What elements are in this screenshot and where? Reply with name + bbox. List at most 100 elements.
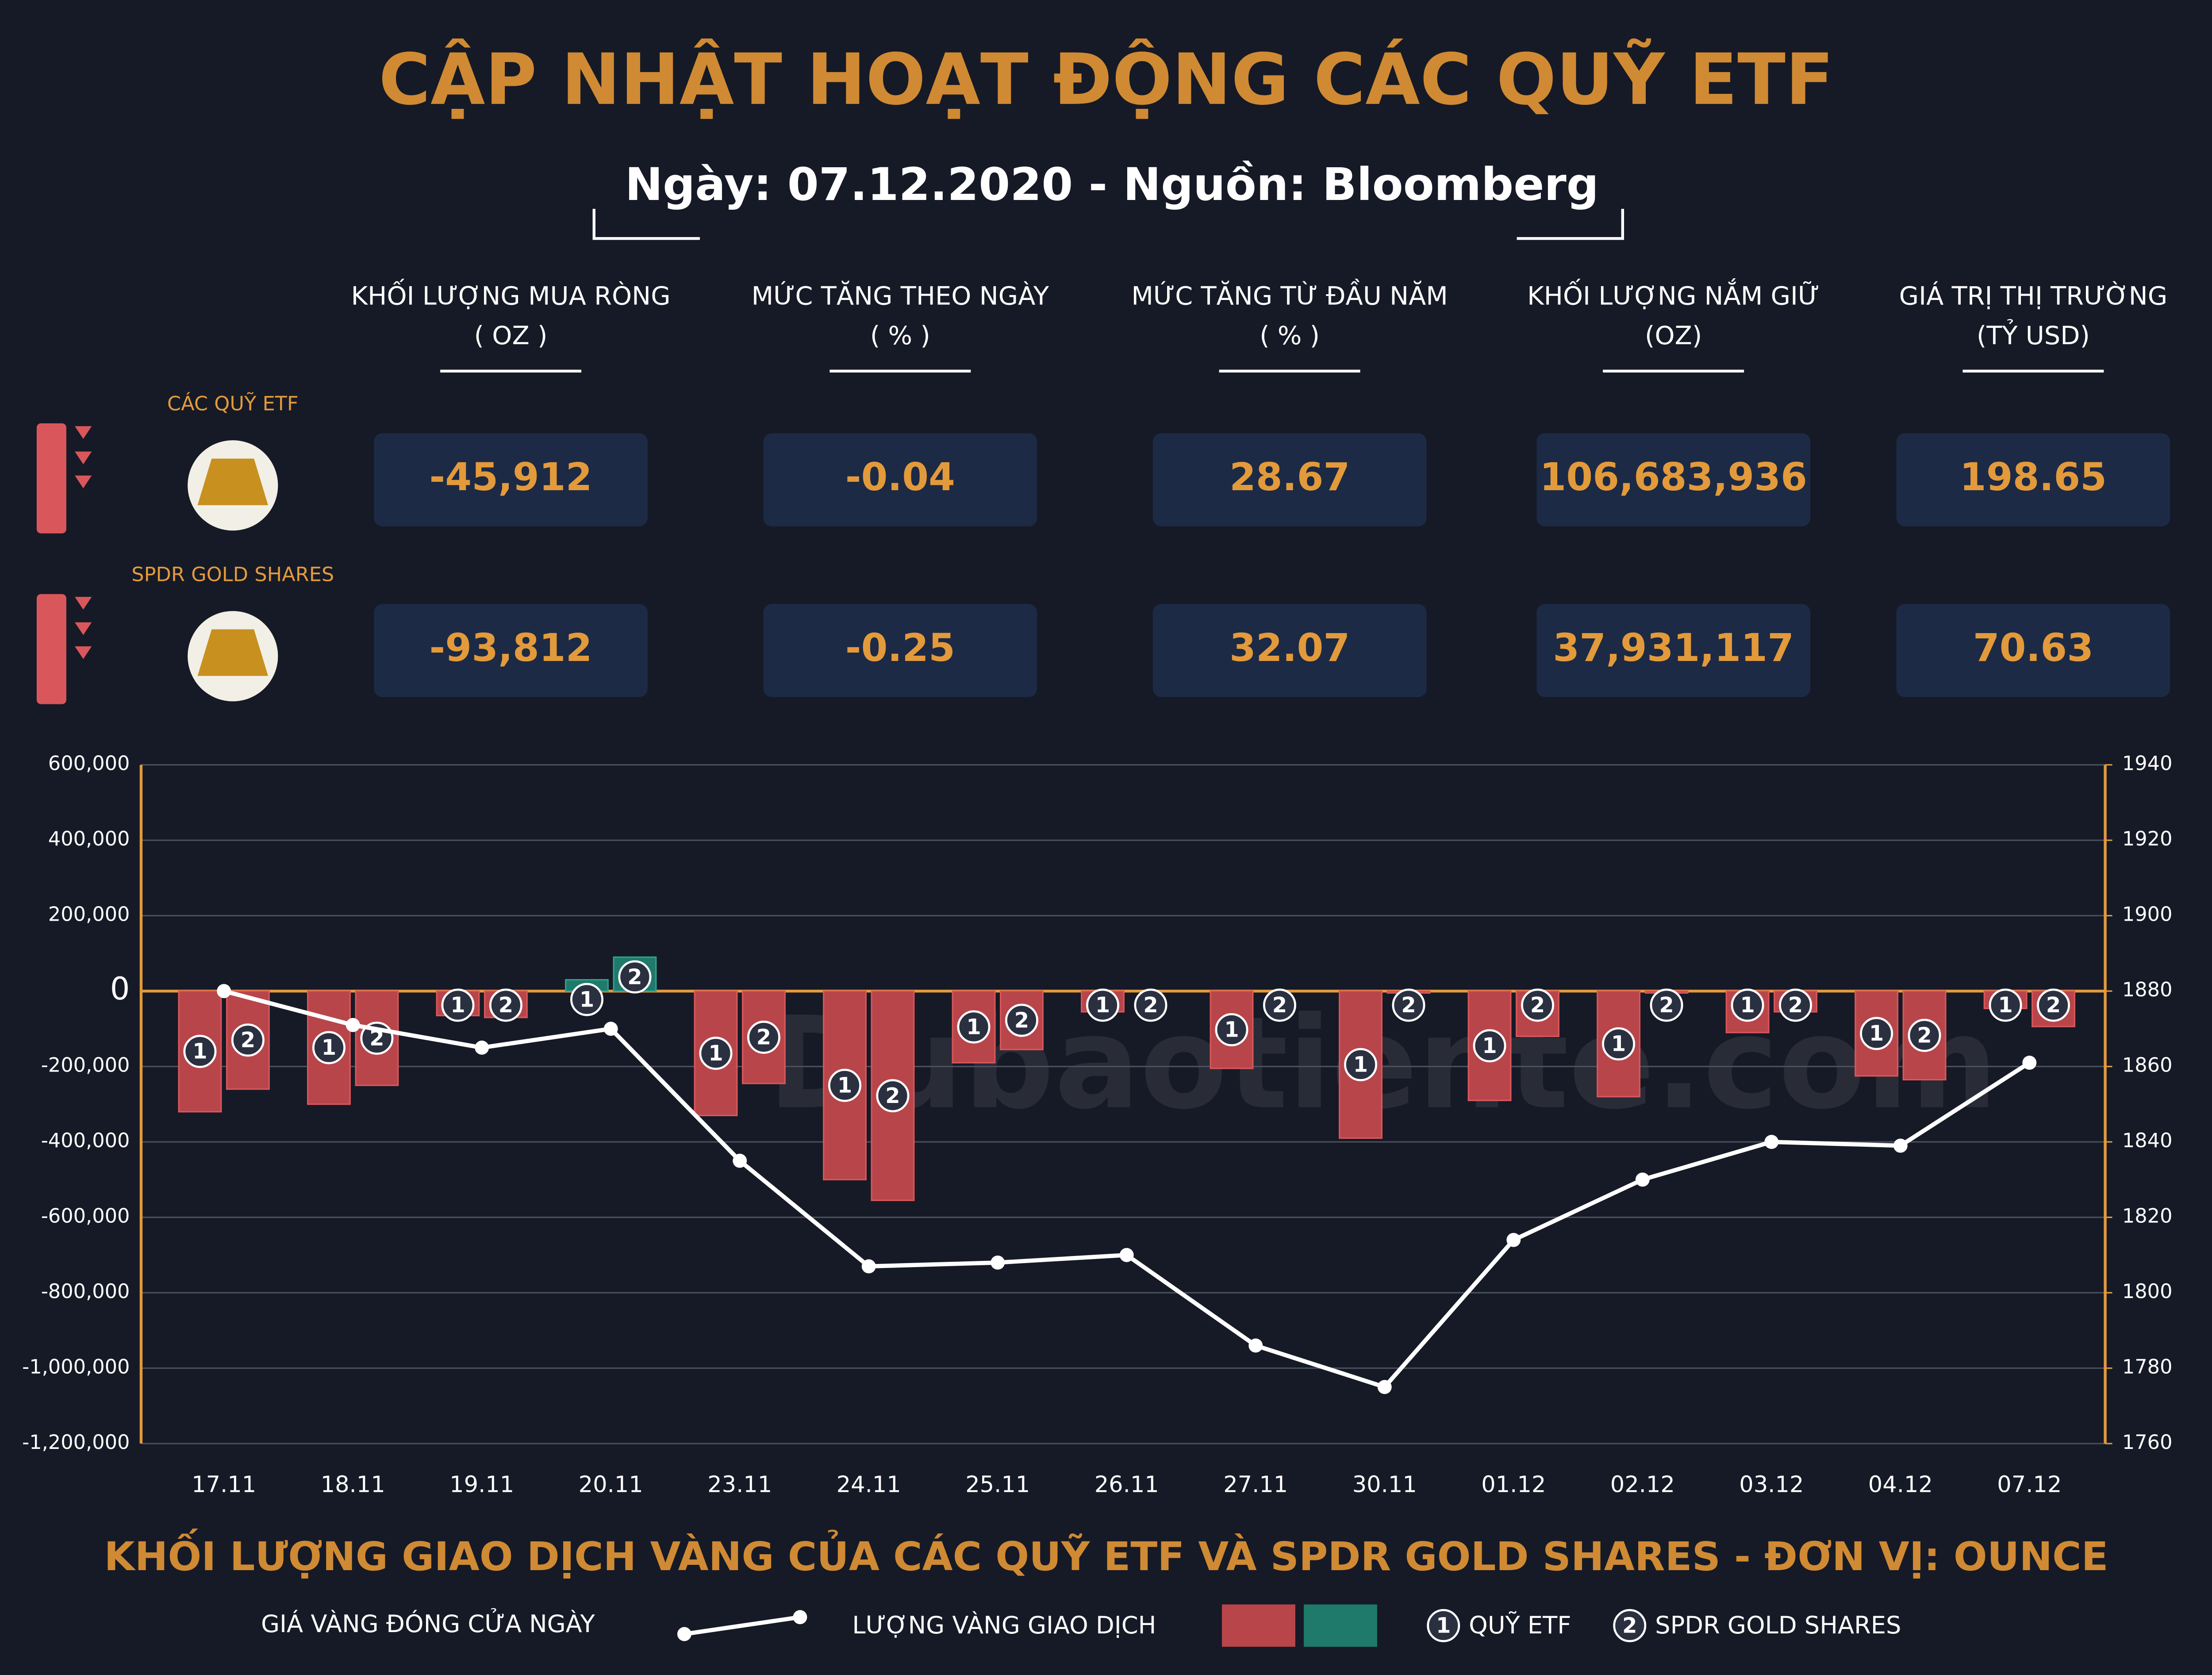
badge — [747, 1021, 780, 1054]
column-header: KHỐI LƯỢNG NẮM GIỮ — [1527, 278, 1820, 311]
badge-text: 2 — [1788, 993, 1803, 1018]
value-cell — [1896, 604, 2170, 697]
y-tick-label: -400,000 — [41, 1129, 130, 1152]
badge-text: 1 — [322, 1036, 336, 1060]
badge — [312, 1031, 346, 1064]
x-tick-label: 25.11 — [965, 1472, 1030, 1498]
badge-text: 2 — [499, 993, 513, 1018]
badge — [1134, 988, 1167, 1022]
y-tick-label: -600,000 — [41, 1205, 130, 1228]
badge — [1650, 988, 1683, 1022]
price-point — [1377, 1380, 1392, 1395]
badge — [1473, 1029, 1506, 1063]
x-tick-label: 18.11 — [321, 1472, 385, 1498]
y2-tick-label: 1840 — [2122, 1129, 2173, 1152]
price-point — [1119, 1248, 1134, 1262]
badge-text: 1 — [708, 1041, 723, 1066]
badge-text: 2 — [2046, 993, 2061, 1018]
badge — [231, 1023, 265, 1057]
badge — [1613, 1609, 1647, 1642]
badge — [1005, 1003, 1038, 1037]
column-header: ( % ) — [870, 321, 930, 350]
badge — [618, 960, 652, 994]
badge — [570, 983, 603, 1016]
x-tick-label: 27.11 — [1223, 1472, 1288, 1498]
badge — [1427, 1609, 1460, 1642]
badge-text: 1 — [1998, 993, 2012, 1018]
x-tick-label: 23.11 — [707, 1472, 772, 1498]
y-tick-label: 400,000 — [48, 827, 130, 850]
x-tick-label: 19.11 — [449, 1472, 514, 1498]
price-point — [2022, 1056, 2037, 1070]
y2-tick-label: 1860 — [2122, 1054, 2173, 1077]
badge — [1392, 988, 1425, 1022]
value-cell — [763, 604, 1037, 697]
cell-value: -45,912 — [430, 455, 592, 499]
title: CẬP NHẬT HOẠT ĐỘNG CÁC QUỸ ETF — [379, 38, 1834, 121]
x-tick-label: 26.11 — [1094, 1472, 1159, 1498]
badge — [1344, 1048, 1378, 1081]
value-cell — [374, 604, 648, 697]
price-point — [1506, 1233, 1521, 1247]
legend-label: SPDR GOLD SHARES — [1655, 1611, 1901, 1639]
value-cell — [1536, 604, 1811, 697]
y2-tick-label: 1940 — [2122, 752, 2173, 775]
price-point — [1635, 1172, 1650, 1187]
cell-value: -0.04 — [845, 455, 955, 499]
y-tick-label: 0 — [110, 971, 130, 1007]
cell-value: 70.63 — [1973, 626, 2093, 670]
legend-swatch — [1304, 1604, 1377, 1647]
price-point — [1893, 1138, 1908, 1153]
badge-text: 2 — [1622, 1614, 1637, 1638]
cell-value: 198.65 — [1960, 455, 2107, 499]
badge — [2037, 988, 2070, 1022]
badge — [1731, 988, 1764, 1022]
badge-text: 1 — [1611, 1032, 1626, 1056]
badge-text: 1 — [580, 987, 594, 1012]
y-tick-label: -1,200,000 — [22, 1431, 130, 1454]
badge-text: 1 — [1224, 1018, 1239, 1042]
y2-tick-label: 1900 — [2122, 903, 2173, 926]
legend-swatch — [1222, 1604, 1295, 1647]
x-tick-label: 24.11 — [837, 1472, 901, 1498]
price-point — [991, 1255, 1005, 1270]
badge — [1989, 988, 2022, 1022]
cell-value: 37,931,117 — [1553, 626, 1794, 670]
value-cell — [374, 433, 648, 526]
y-tick-label: 200,000 — [48, 903, 130, 926]
row-label: CÁC QUỸ ETF — [167, 392, 299, 415]
y-tick-label: -1,000,000 — [22, 1355, 130, 1378]
badge-text: 1 — [837, 1073, 852, 1098]
price-point — [346, 1018, 360, 1032]
badge-text: 2 — [1530, 993, 1545, 1018]
badge — [957, 1010, 991, 1044]
x-tick-label: 30.11 — [1352, 1472, 1417, 1498]
badge-text: 1 — [450, 993, 465, 1018]
badge-text: 1 — [1095, 993, 1110, 1018]
badge — [441, 988, 475, 1022]
badge — [489, 988, 522, 1022]
price-point — [603, 1022, 618, 1036]
row-label: SPDR GOLD SHARES — [131, 563, 334, 586]
badge-text: 1 — [966, 1015, 981, 1039]
x-tick-label: 20.11 — [579, 1472, 643, 1498]
badge-text: 2 — [1143, 993, 1158, 1018]
price-point — [1248, 1338, 1263, 1353]
column-header: ( % ) — [1260, 321, 1320, 350]
cell-value: 28.67 — [1229, 455, 1350, 499]
column-header: GIÁ TRỊ THỊ TRƯỜNG — [1899, 281, 2168, 311]
legend-line — [684, 1615, 801, 1637]
value-cell — [1536, 433, 1811, 526]
price-point — [733, 1153, 747, 1168]
badge-text: 1 — [1482, 1034, 1497, 1058]
price-point — [475, 1041, 489, 1055]
column-header: MỨC TĂNG TỪ ĐẦU NĂM — [1131, 278, 1448, 311]
cell-value: -93,812 — [430, 626, 592, 670]
price-point — [1764, 1135, 1779, 1149]
badge — [1215, 1013, 1248, 1046]
column-header: KHỐI LƯỢNG MUA RÒNG — [351, 278, 671, 311]
legend-label: GIÁ VÀNG ĐÓNG CỬA NGÀY — [261, 1608, 595, 1638]
y2-tick-label: 1880 — [2122, 978, 2173, 1001]
